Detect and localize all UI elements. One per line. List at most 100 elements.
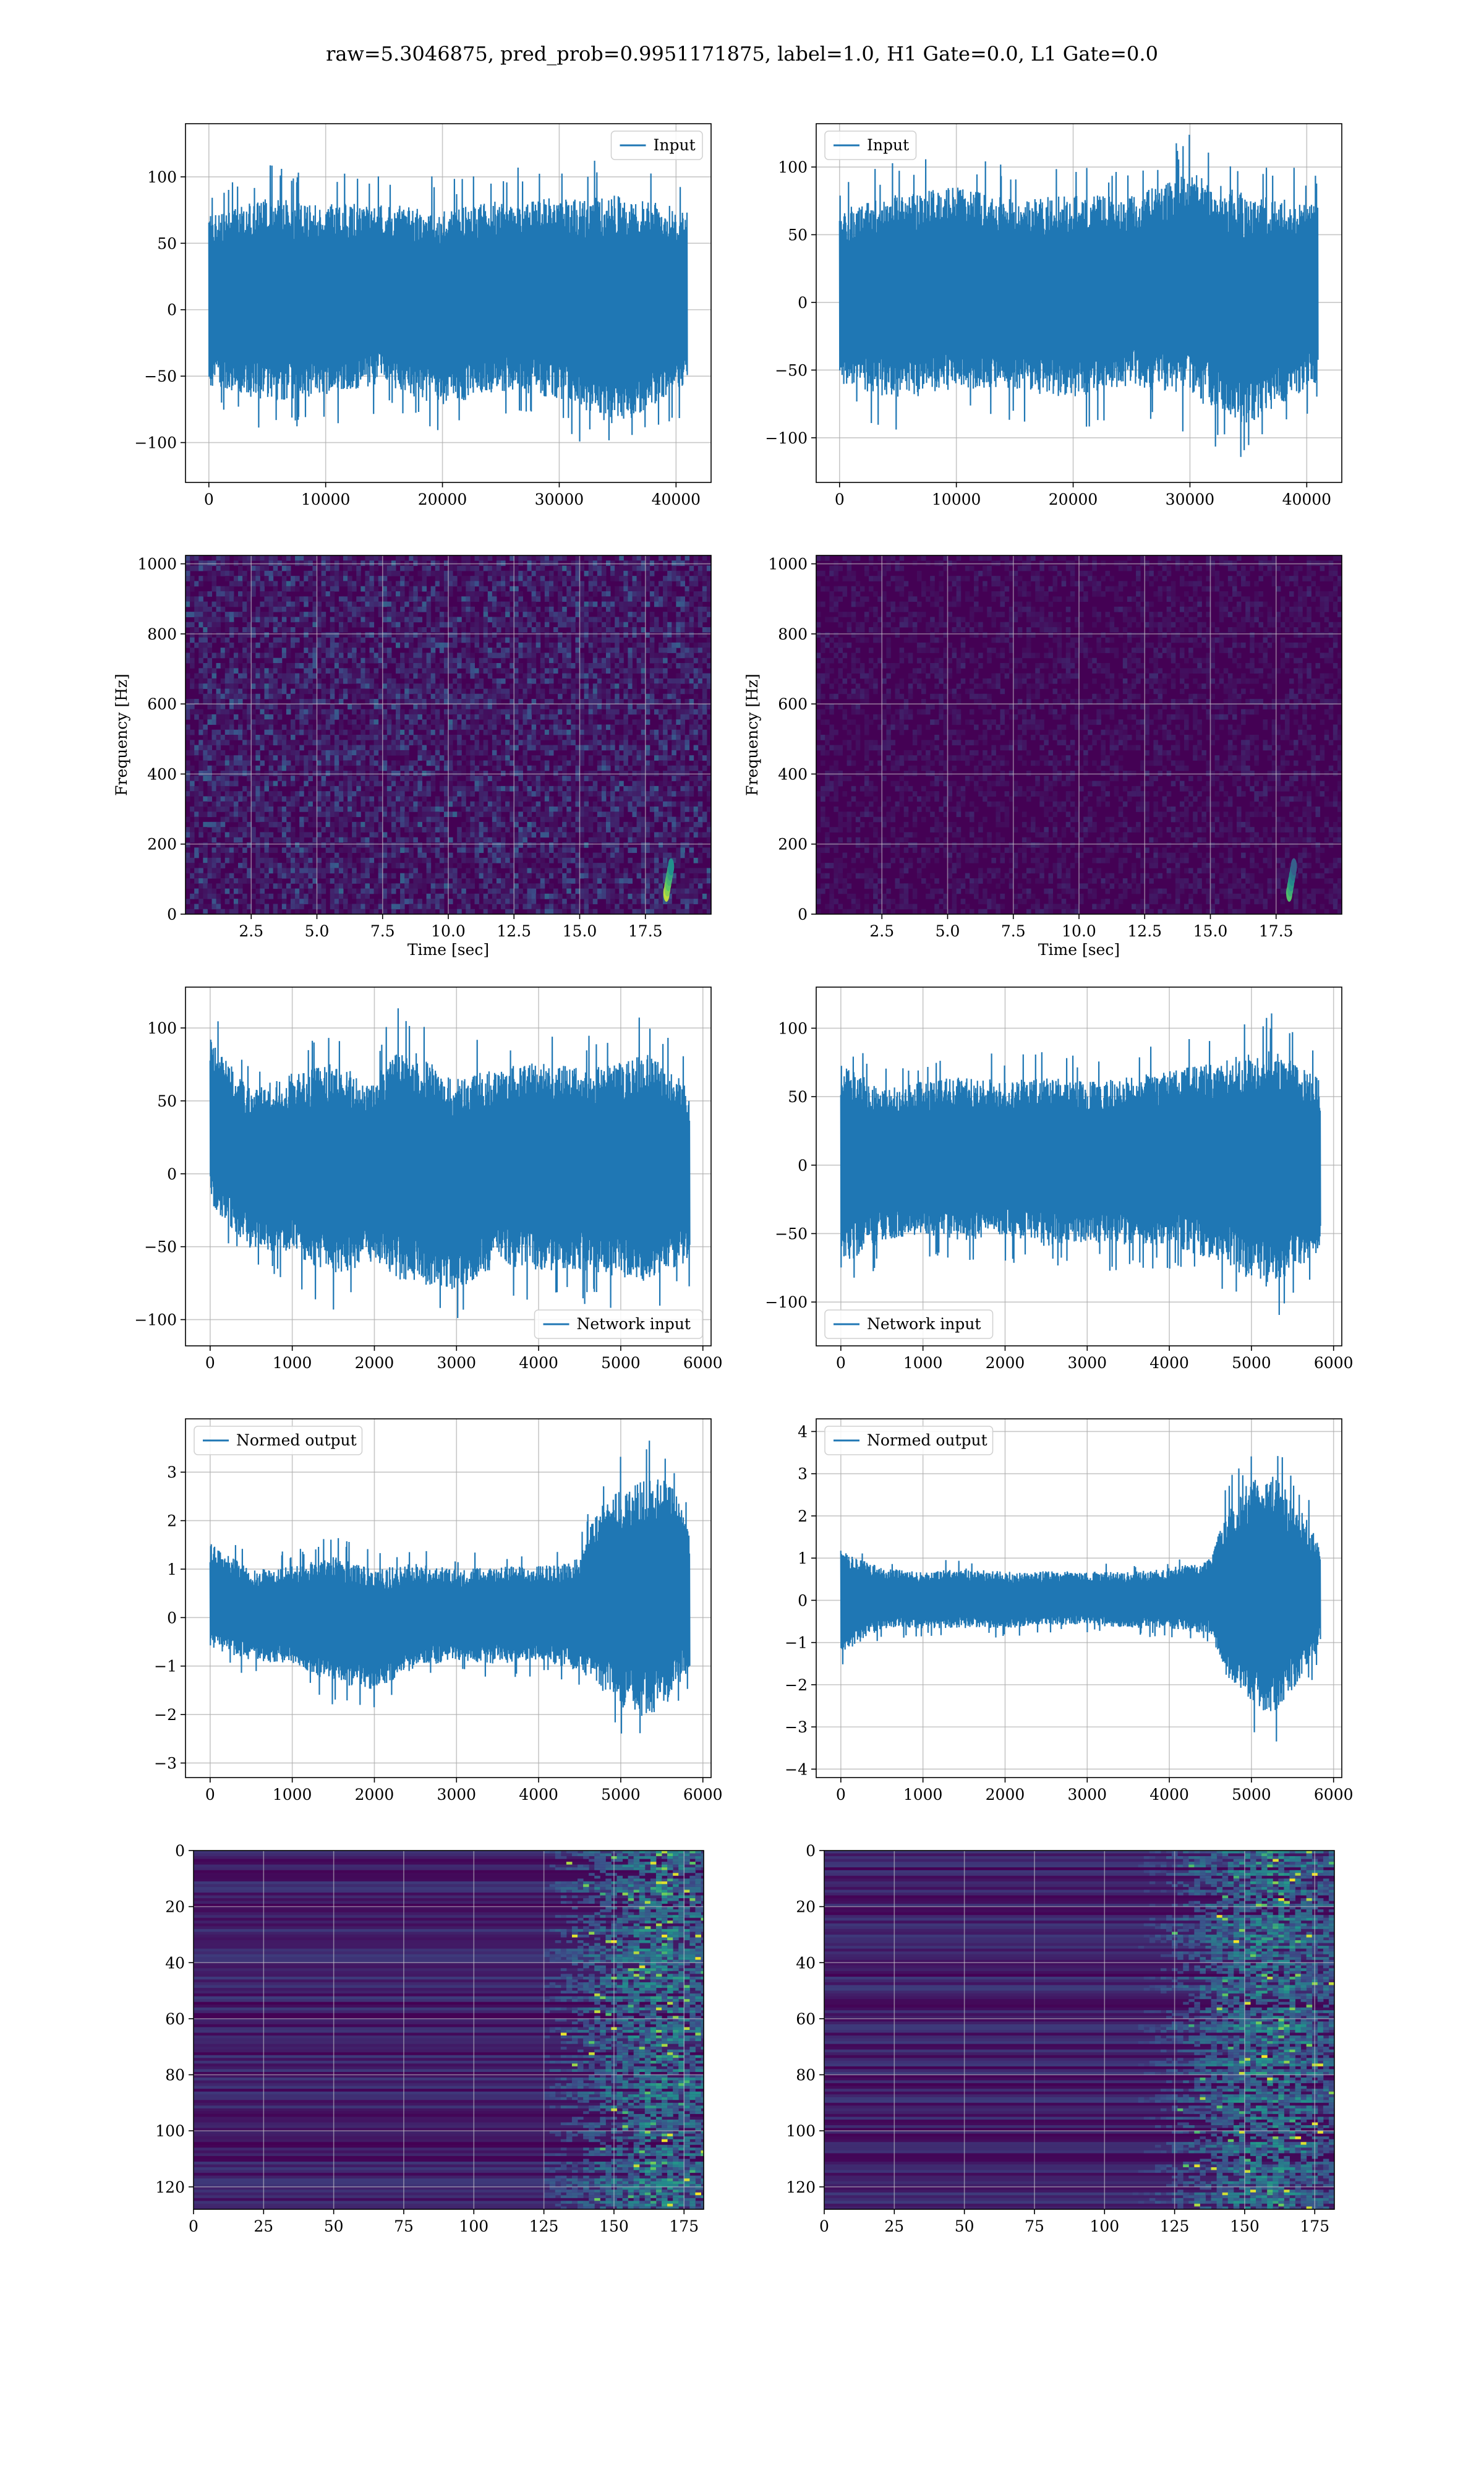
heatmap-cell xyxy=(216,893,221,899)
heatmap-cell xyxy=(264,688,270,695)
heatmap-cell xyxy=(453,785,458,792)
heatmap-cell xyxy=(628,586,633,592)
heatmap-cell xyxy=(453,709,458,715)
heatmap-cell xyxy=(247,807,252,812)
heatmap-cell xyxy=(443,796,449,802)
heatmap-cell xyxy=(295,796,300,802)
heatmap-cell xyxy=(348,586,352,592)
heatmap-cell xyxy=(360,801,365,807)
heatmap-cell xyxy=(198,827,203,833)
heatmap-cell xyxy=(628,596,633,602)
heatmap-cell xyxy=(308,735,313,740)
heatmap-cell xyxy=(396,724,401,730)
heatmap-cell xyxy=(378,904,383,910)
heatmap-cell xyxy=(286,693,291,700)
heatmap-cell xyxy=(522,785,527,792)
heatmap-cell xyxy=(286,801,291,807)
heatmap-cell xyxy=(308,663,313,669)
heatmap-cell xyxy=(601,883,607,889)
heatmap-cell xyxy=(277,796,283,802)
heatmap-cell xyxy=(426,668,432,674)
heatmap-cell xyxy=(597,657,602,664)
heatmap-cell xyxy=(514,791,519,797)
heatmap-cell xyxy=(400,888,405,894)
heatmap-cell xyxy=(190,663,195,669)
heatmap-cell xyxy=(273,663,278,669)
heatmap-cell xyxy=(229,847,234,854)
heatmap-cell xyxy=(312,683,317,689)
heatmap-cell xyxy=(562,622,567,628)
heatmap-cell xyxy=(501,724,506,730)
heatmap-cell xyxy=(558,801,563,807)
heatmap-cell xyxy=(514,765,519,771)
heatmap-cell xyxy=(211,719,217,725)
heatmap-cell xyxy=(321,622,326,628)
heatmap-cell xyxy=(308,724,313,730)
heatmap-cell xyxy=(404,857,409,863)
heatmap-cell xyxy=(601,837,607,843)
heatmap-cell xyxy=(615,857,620,863)
heatmap-cell xyxy=(439,842,445,848)
heatmap-cell xyxy=(584,591,589,597)
heatmap-cell xyxy=(571,740,576,746)
heatmap-cell xyxy=(338,832,344,838)
heatmap-cell xyxy=(251,683,256,689)
heatmap-cell xyxy=(553,868,558,874)
heatmap-cell xyxy=(186,591,190,597)
heatmap-cell xyxy=(317,663,322,669)
heatmap-cell xyxy=(588,699,594,704)
heatmap-cell xyxy=(386,606,392,612)
heatmap-cell xyxy=(373,781,379,787)
heatmap-cell xyxy=(203,893,208,899)
heatmap-cell xyxy=(264,729,270,735)
heatmap-cell xyxy=(360,668,365,674)
heatmap-cell xyxy=(535,648,541,653)
heatmap-cell xyxy=(619,657,624,664)
heatmap-cell xyxy=(198,811,203,818)
heatmap-cell xyxy=(330,688,335,695)
heatmap-cell xyxy=(273,596,278,602)
heatmap-cell xyxy=(588,642,594,648)
heatmap-cell xyxy=(273,719,278,725)
heatmap-cell xyxy=(409,909,414,914)
heatmap-cell xyxy=(483,714,488,720)
heatmap-cell xyxy=(291,699,296,704)
heatmap-cell xyxy=(334,837,339,843)
heatmap-cell xyxy=(457,781,462,787)
heatmap-cell xyxy=(584,663,589,669)
heatmap-cell xyxy=(531,581,537,587)
heatmap-cell xyxy=(378,693,383,700)
heatmap-cell xyxy=(229,596,234,602)
heatmap-cell xyxy=(601,765,607,771)
heatmap-cell xyxy=(378,555,383,561)
heatmap-cell xyxy=(548,648,554,653)
heatmap-cell xyxy=(308,581,313,587)
heatmap-cell xyxy=(356,642,361,648)
heatmap-cell xyxy=(562,801,567,807)
heatmap-cell xyxy=(544,827,550,833)
heatmap-cell xyxy=(356,735,361,740)
heatmap-cell xyxy=(422,576,427,581)
heatmap-cell xyxy=(544,847,550,854)
heatmap-cell xyxy=(558,642,563,648)
heatmap-cell xyxy=(229,827,234,833)
heatmap-cell xyxy=(273,791,278,797)
heatmap-cell xyxy=(378,868,383,874)
heatmap-cell xyxy=(448,755,453,761)
heatmap-cell xyxy=(439,816,445,823)
heatmap-cell xyxy=(190,909,195,914)
heatmap-cell xyxy=(553,827,558,833)
heatmap-cell xyxy=(575,724,580,730)
heatmap-cell xyxy=(487,847,493,854)
heatmap-cell xyxy=(597,560,602,567)
heatmap-cell xyxy=(396,570,401,576)
heatmap-cell xyxy=(496,785,501,792)
heatmap-cell xyxy=(356,888,361,894)
heatmap-cell xyxy=(281,555,287,561)
heatmap-cell xyxy=(527,683,532,689)
heatmap-cell xyxy=(553,821,558,828)
heatmap-cell xyxy=(540,816,545,823)
heatmap-cell xyxy=(391,781,396,787)
heatmap-cell xyxy=(334,760,339,766)
heatmap-cell xyxy=(575,842,580,848)
